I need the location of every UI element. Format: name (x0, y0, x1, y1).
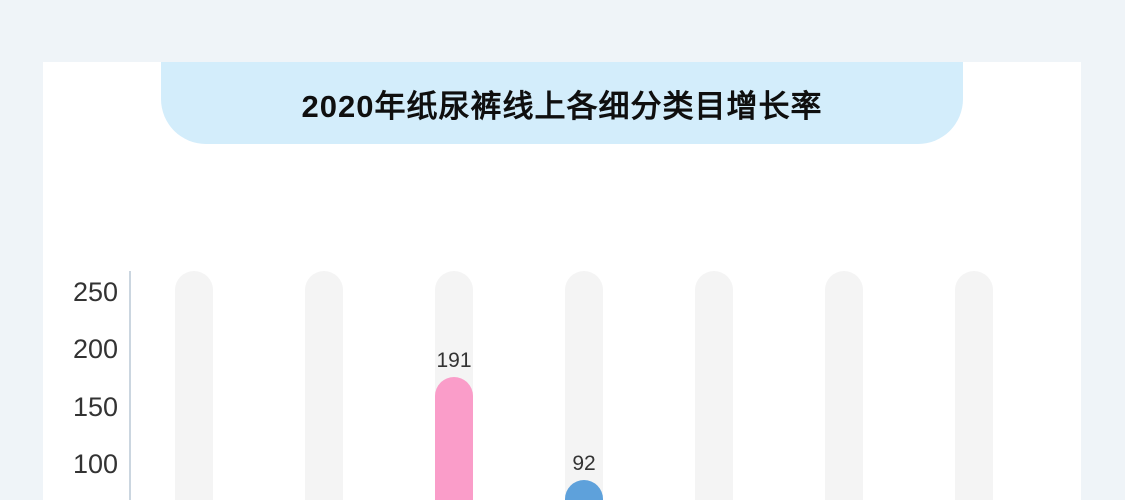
chart-title: 2020年纸尿裤线上各细分类目增长率 (301, 88, 823, 124)
title-banner: 2020年纸尿裤线上各细分类目增长率 (161, 62, 963, 144)
chart-card: 2020年纸尿裤线上各细分类目增长率 (43, 62, 1081, 500)
